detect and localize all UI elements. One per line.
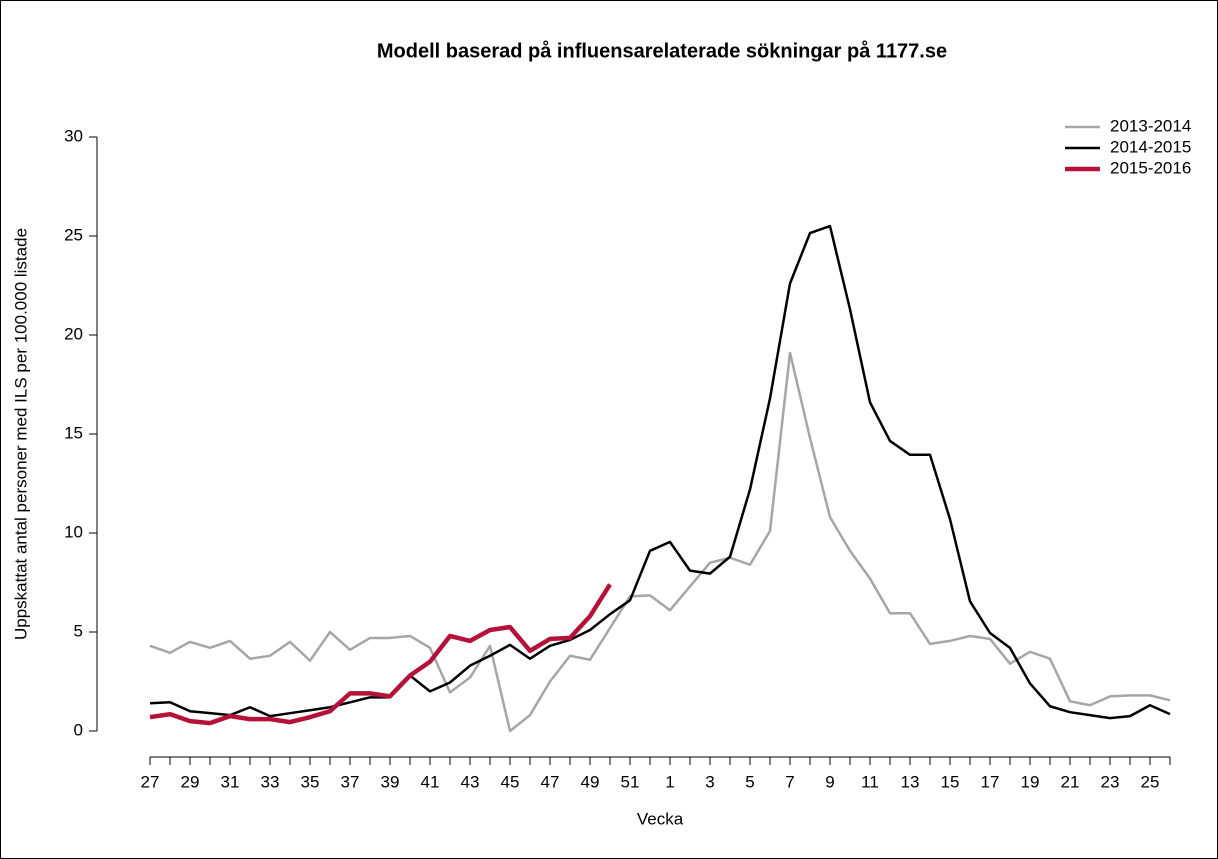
x-tick-label: 19: [1021, 772, 1040, 791]
x-tick-label: 47: [541, 772, 560, 791]
x-tick-label: 23: [1101, 772, 1120, 791]
chart-title: Modell baserad på influensarelaterade sö…: [377, 39, 947, 62]
x-tick-label: 15: [941, 772, 960, 791]
series-line: [149, 224, 1171, 720]
x-axis-label: Vecka: [637, 809, 684, 828]
x-tick-label: 41: [421, 772, 440, 791]
y-tick-label: 15: [64, 423, 83, 442]
x-tick-label: 7: [785, 772, 794, 791]
x-tick-label: 33: [261, 772, 280, 791]
y-tick-label: 5: [74, 621, 83, 640]
x-tick-label: 13: [901, 772, 920, 791]
legend-label: 2015-2016: [1110, 158, 1191, 177]
series-line: [149, 583, 612, 726]
x-tick-label: 21: [1061, 772, 1080, 791]
x-tick-label: 1: [665, 772, 674, 791]
legend-label: 2014-2015: [1110, 137, 1191, 156]
y-tick-label: 25: [64, 225, 83, 244]
y-tick-label: 10: [64, 522, 83, 541]
x-tick-label: 39: [381, 772, 400, 791]
x-tick-label: 25: [1141, 772, 1160, 791]
x-tick-label: 29: [181, 772, 200, 791]
series-line: [149, 351, 1171, 733]
x-tick-label: 5: [745, 772, 754, 791]
x-tick-label: 37: [341, 772, 360, 791]
x-tick-label: 43: [461, 772, 480, 791]
x-tick-label: 31: [221, 772, 240, 791]
y-tick-label: 0: [74, 720, 83, 739]
y-tick-label: 20: [64, 324, 83, 343]
x-tick-label: 45: [501, 772, 520, 791]
x-tick-label: 49: [581, 772, 600, 791]
x-tick-label: 9: [825, 772, 834, 791]
x-tick-label: 17: [981, 772, 1000, 791]
x-tick-label: 11: [861, 772, 879, 791]
y-tick-label: 30: [64, 126, 83, 145]
x-tick-label: 27: [141, 772, 160, 791]
x-tick-label: 51: [621, 772, 640, 791]
y-axis-label: Uppskattat antal personer med ILS per 10…: [11, 228, 30, 640]
x-tick-label: 35: [301, 772, 320, 791]
legend-label: 2013-2014: [1110, 116, 1191, 135]
x-tick-label: 3: [705, 772, 714, 791]
